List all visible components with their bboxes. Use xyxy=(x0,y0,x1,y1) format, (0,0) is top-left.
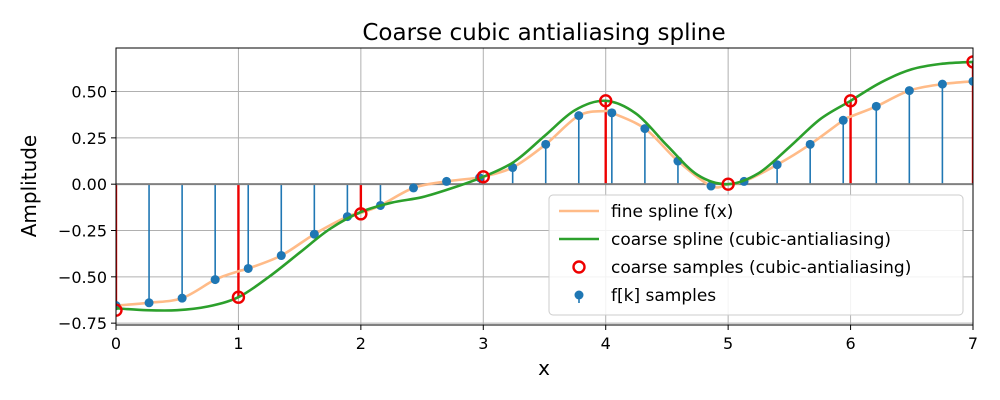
fk-sample-marker xyxy=(144,298,154,308)
coarse-sample-marker xyxy=(476,170,490,184)
y-tick-label: −0.75 xyxy=(58,314,107,333)
fk-sample-marker xyxy=(904,86,914,96)
fk-sample-marker xyxy=(243,263,253,273)
x-tick-label: 1 xyxy=(233,334,243,353)
legend-label: coarse samples (cubic-antialiasing) xyxy=(611,258,911,278)
axis-ticks: 0 1 2 3 4 5 6 7 −0.75 −0.50 −0.25 0.00 0.25 0.50 xyxy=(58,83,978,353)
x-axis-label: x xyxy=(538,356,550,380)
y-tick-label: 0.25 xyxy=(71,129,107,148)
fk-sample-marker xyxy=(871,101,881,111)
fk-sample-marker xyxy=(409,183,419,193)
fk-sample-marker xyxy=(177,293,187,303)
fk-sample-marker xyxy=(607,108,617,118)
fk-sample-marker xyxy=(805,139,815,149)
coarse-sample-marker xyxy=(721,177,735,191)
legend-stem-marker xyxy=(574,290,584,300)
coarse-spline-line xyxy=(116,60,973,312)
fk-sample-marker xyxy=(937,79,947,89)
y-tick-label: −0.50 xyxy=(58,268,107,287)
fk-sample-marker xyxy=(706,181,716,191)
coarse-sample-marker xyxy=(116,303,123,317)
x-tick-label: 5 xyxy=(723,334,733,353)
legend-label: fine spline f(x) xyxy=(611,202,733,222)
y-axis-label: Amplitude xyxy=(17,135,41,238)
fk-sample-marker xyxy=(772,160,782,170)
chart-title: Coarse cubic antialiasing spline xyxy=(362,20,725,46)
y-tick-label: 0.00 xyxy=(71,175,107,194)
x-tick-label: 7 xyxy=(968,334,978,353)
fk-sample-marker xyxy=(574,111,584,121)
fk-sample-marker xyxy=(442,176,452,186)
coarse-sample-marker xyxy=(599,94,613,108)
coarse-sample-marker xyxy=(354,207,368,221)
fk-sample-marker xyxy=(640,124,650,134)
x-tick-label: 4 xyxy=(601,334,611,353)
legend-label: coarse spline (cubic-antialiasing) xyxy=(611,230,891,250)
x-tick-label: 6 xyxy=(845,334,855,353)
coarse-sample-marker xyxy=(966,55,973,69)
legend-label: f[k] samples xyxy=(611,286,716,306)
legend-box xyxy=(548,194,964,316)
y-tick-label: −0.25 xyxy=(58,222,107,241)
plot-frame xyxy=(115,47,974,326)
data-layer xyxy=(116,55,973,317)
coarse-sample-marker xyxy=(231,290,246,304)
fk-sample-marker xyxy=(541,139,551,149)
x-tick-label: 3 xyxy=(478,334,488,353)
legend-circle-handle xyxy=(572,260,586,274)
x-tick-label: 2 xyxy=(356,334,366,353)
legend: fine spline f(x) coarse spline (cubic-ant… xyxy=(548,194,964,316)
fk-sample-marker xyxy=(838,115,848,125)
x-tick-label: 0 xyxy=(111,334,121,353)
fk-sample-marker xyxy=(968,76,973,86)
fk-sample-marker xyxy=(309,229,319,239)
coarse-sample-marker xyxy=(843,94,858,108)
fk-sample-marker xyxy=(276,251,286,261)
y-tick-label: 0.50 xyxy=(71,83,107,102)
fk-sample-marker xyxy=(210,275,220,285)
